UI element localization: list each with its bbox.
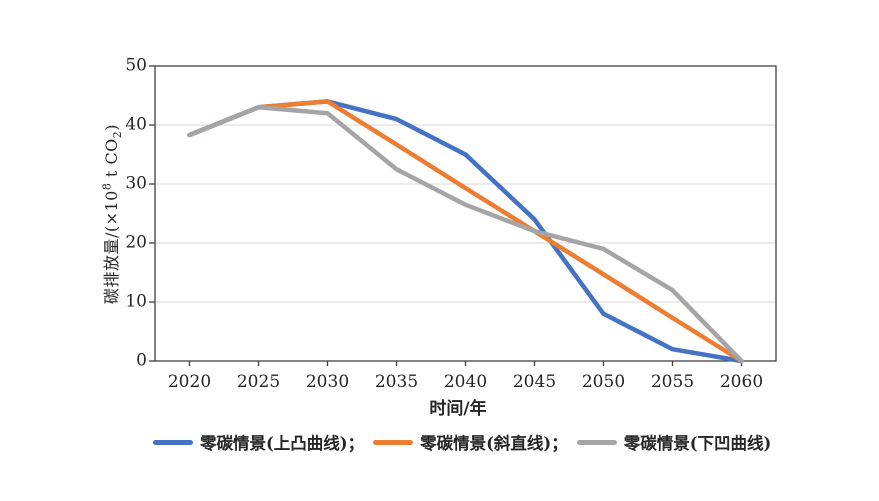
series-line-零碳情景(斜直线) [187, 99, 744, 364]
y-tick-label: 20 [125, 232, 147, 253]
y-axis-title: 碳排放量/(×108 t CO2) [98, 123, 125, 305]
y-axis-title-text: ) [101, 123, 121, 131]
y-axis-title-text: 碳排放量/(×10 [101, 190, 121, 305]
x-tick-label: 2035 [374, 372, 419, 392]
x-axis-title: 时间/年 [429, 399, 487, 419]
legend-label: 零碳情景(斜直线)； [420, 434, 568, 453]
legend-line-swatch-gray [576, 439, 617, 445]
y-axis-title-superscript: 8 [100, 182, 114, 191]
y-tick-label: 30 [125, 173, 147, 194]
y-tick-label: 40 [125, 114, 147, 135]
y-tick-label: 0 [136, 350, 147, 371]
x-tick-label: 2055 [650, 372, 695, 392]
legend-line-swatch-blue [153, 439, 193, 445]
y-tick-label: 10 [125, 291, 147, 312]
legend-line-swatch-orange [373, 439, 414, 445]
legend: 零碳情景(上凸曲线)； 零碳情景(斜直线)； 零碳情景(下凹曲线) [153, 430, 773, 454]
legend-item-straight: 零碳情景(斜直线)； [373, 430, 568, 454]
series-line-零碳情景(下凹曲线) [187, 105, 744, 364]
x-tick-label: 2050 [581, 372, 626, 392]
legend-item-convex: 零碳情景(上凸曲线)； [153, 430, 364, 454]
series-line-零碳情景(上凸曲线) [187, 99, 744, 364]
x-tick-label: 2020 [167, 372, 212, 392]
x-tick-label: 2025 [236, 372, 281, 392]
y-tick-label: 50 [125, 55, 147, 76]
legend-label: 零碳情景(下凹曲线) [623, 434, 772, 453]
y-axis-title-subscript: 2 [111, 130, 125, 139]
legend-label: 零碳情景(上凸曲线)； [200, 434, 365, 453]
x-tick-label: 2060 [719, 372, 764, 392]
x-tick-label: 2040 [443, 372, 488, 392]
x-tick-label: 2030 [305, 372, 350, 392]
legend-item-concave: 零碳情景(下凹曲线) [576, 430, 772, 454]
y-axis-title-text: t CO [101, 138, 121, 183]
x-tick-label: 2045 [512, 372, 557, 392]
